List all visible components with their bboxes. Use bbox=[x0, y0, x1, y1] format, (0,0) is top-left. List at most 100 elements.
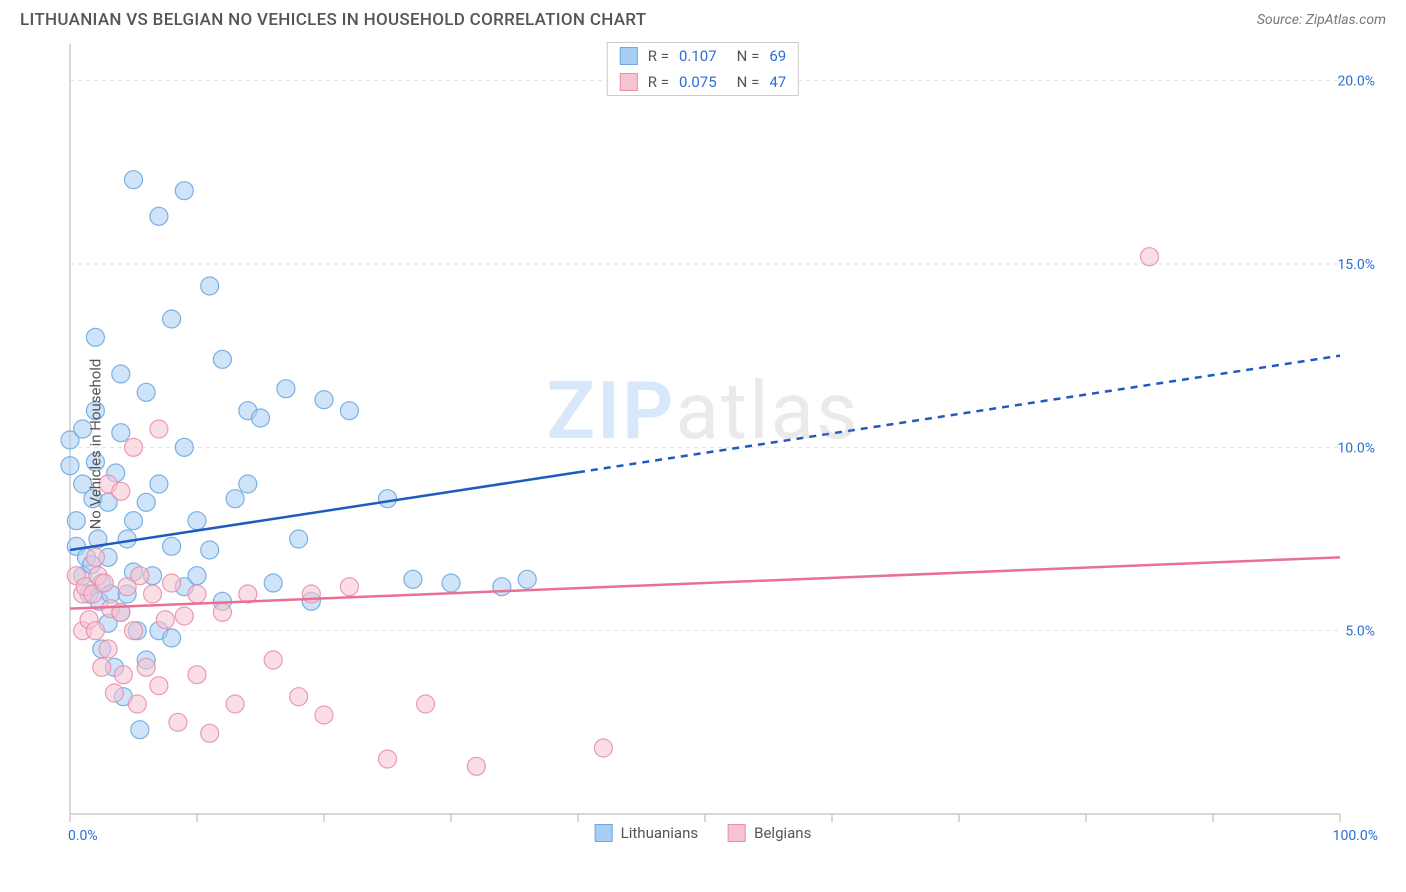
legend-stats: R = 0.107 N = 69 R = 0.075 N = 47 bbox=[607, 42, 799, 96]
data-point bbox=[163, 629, 181, 647]
data-point bbox=[213, 603, 231, 621]
legend-series-label: Lithuanians bbox=[621, 824, 698, 842]
chart-source: Source: ZipAtlas.com bbox=[1257, 12, 1386, 28]
legend-series-label: Belgians bbox=[754, 824, 811, 842]
data-point bbox=[163, 537, 181, 555]
y-tick-label: 15.0% bbox=[1337, 257, 1375, 273]
data-point bbox=[150, 677, 168, 695]
data-point bbox=[86, 328, 104, 346]
data-point bbox=[125, 512, 143, 530]
data-point bbox=[226, 695, 244, 713]
data-point bbox=[67, 512, 85, 530]
data-point bbox=[95, 574, 113, 592]
data-point bbox=[264, 651, 282, 669]
trend-line-dashed bbox=[578, 356, 1340, 473]
legend-swatch bbox=[728, 824, 746, 842]
legend-stat-row: R = 0.107 N = 69 bbox=[608, 43, 798, 69]
data-point bbox=[118, 530, 136, 548]
y-axis-label: No Vehicles in Household bbox=[86, 359, 104, 530]
legend-r-label: R = bbox=[648, 47, 669, 65]
data-point bbox=[201, 724, 219, 742]
data-point bbox=[264, 574, 282, 592]
data-point bbox=[169, 713, 187, 731]
legend-n-value: 69 bbox=[769, 47, 786, 65]
data-point bbox=[125, 438, 143, 456]
data-point bbox=[112, 424, 130, 442]
data-point bbox=[86, 622, 104, 640]
data-point bbox=[114, 666, 132, 684]
data-point bbox=[137, 493, 155, 511]
legend-r-value: 0.075 bbox=[679, 73, 717, 91]
scatter-chart: 5.0% 10.0% 15.0% 20.0% 0.0% 100.0% bbox=[20, 34, 1386, 854]
data-point bbox=[188, 567, 206, 585]
legend-swatch bbox=[620, 73, 638, 91]
data-point bbox=[125, 171, 143, 189]
data-point bbox=[99, 640, 117, 658]
data-point bbox=[442, 574, 460, 592]
data-point bbox=[493, 578, 511, 596]
data-point bbox=[201, 277, 219, 295]
x-tick-label: 100.0% bbox=[1333, 828, 1378, 844]
y-tick-label: 5.0% bbox=[1345, 624, 1375, 640]
legend-stat-row: R = 0.075 N = 47 bbox=[608, 69, 798, 95]
data-point bbox=[163, 574, 181, 592]
data-point bbox=[201, 541, 219, 559]
legend-swatch bbox=[620, 47, 638, 65]
legend-n-label: N = bbox=[737, 47, 760, 65]
data-point bbox=[137, 383, 155, 401]
data-point bbox=[213, 350, 231, 368]
data-point bbox=[467, 757, 485, 775]
data-point bbox=[188, 585, 206, 603]
x-tick-label: 0.0% bbox=[68, 828, 98, 844]
legend-r-value: 0.107 bbox=[679, 47, 717, 65]
data-point bbox=[518, 570, 536, 588]
data-point bbox=[1141, 248, 1159, 266]
chart-header: LITHUANIAN VS BELGIAN NO VEHICLES IN HOU… bbox=[0, 0, 1406, 34]
chart-area: No Vehicles in Household 5.0% 10.0% 15.0% 2… bbox=[20, 34, 1386, 854]
chart-title: LITHUANIAN VS BELGIAN NO VEHICLES IN HOU… bbox=[20, 10, 646, 30]
data-point bbox=[144, 585, 162, 603]
y-tick-label: 20.0% bbox=[1337, 74, 1375, 90]
data-point bbox=[239, 475, 257, 493]
data-point bbox=[188, 666, 206, 684]
data-point bbox=[417, 695, 435, 713]
y-tick-label: 10.0% bbox=[1337, 440, 1375, 456]
data-point bbox=[163, 310, 181, 328]
data-point bbox=[277, 380, 295, 398]
legend-r-label: R = bbox=[648, 73, 669, 91]
data-point bbox=[93, 658, 111, 676]
data-point bbox=[290, 530, 308, 548]
legend-n-label: N = bbox=[737, 73, 760, 91]
data-point bbox=[226, 490, 244, 508]
data-point bbox=[131, 721, 149, 739]
data-point bbox=[150, 475, 168, 493]
data-point bbox=[112, 482, 130, 500]
legend-series: Lithuanians Belgians bbox=[595, 824, 812, 842]
data-point bbox=[128, 695, 146, 713]
data-point bbox=[125, 622, 143, 640]
data-point bbox=[175, 182, 193, 200]
data-point bbox=[188, 512, 206, 530]
data-point bbox=[105, 684, 123, 702]
legend-series-item: Lithuanians bbox=[595, 824, 698, 842]
legend-n-value: 47 bbox=[769, 73, 786, 91]
data-point bbox=[252, 409, 270, 427]
data-point bbox=[175, 607, 193, 625]
data-point bbox=[150, 207, 168, 225]
data-point bbox=[175, 438, 193, 456]
data-point bbox=[340, 578, 358, 596]
data-point bbox=[61, 457, 79, 475]
data-point bbox=[86, 548, 104, 566]
legend-series-item: Belgians bbox=[728, 824, 811, 842]
trend-line bbox=[70, 557, 1340, 608]
data-point bbox=[315, 706, 333, 724]
data-point bbox=[594, 739, 612, 757]
data-point bbox=[290, 688, 308, 706]
data-point bbox=[379, 750, 397, 768]
data-point bbox=[137, 658, 155, 676]
data-point bbox=[340, 402, 358, 420]
legend-swatch bbox=[595, 824, 613, 842]
data-point bbox=[379, 490, 397, 508]
data-point bbox=[112, 365, 130, 383]
data-point bbox=[156, 611, 174, 629]
